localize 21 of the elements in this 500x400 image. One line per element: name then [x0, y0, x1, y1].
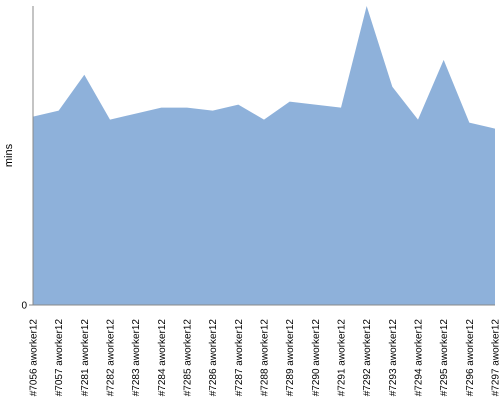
- x-tick-label: #7287 aworker12: [234, 318, 245, 396]
- x-tick-label: #7296 aworker12: [464, 318, 476, 396]
- x-tick-label: #7294 aworker12: [414, 318, 424, 396]
- x-tick-label: #7283 aworker12: [131, 318, 142, 396]
- x-tick-label: #7295 aworker12: [439, 318, 450, 396]
- x-tick-label: #7282 aworker12: [106, 318, 116, 396]
- x-tick-label: #7057 aworker12: [54, 318, 66, 396]
- x-tick-label: #7288 aworker12: [260, 318, 270, 396]
- x-tick-label: #7281 aworker12: [80, 318, 91, 396]
- y-axis-title: mins: [2, 143, 15, 168]
- x-tick-label: #7285 aworker12: [182, 318, 194, 396]
- x-tick-label: #7291 aworker12: [336, 318, 348, 396]
- x-tick-label: #7056 aworker12: [28, 318, 40, 396]
- x-tick-label: #7292 aworker12: [362, 318, 374, 396]
- x-tick-label: #7289 aworker12: [285, 318, 296, 396]
- text: 0: [21, 300, 28, 312]
- x-tick-label: #7297 aworker12: [490, 318, 500, 396]
- x-tick-label: #7286 aworker12: [208, 318, 220, 396]
- x-tick-label: #7284 aworker12: [156, 318, 168, 396]
- x-tick-label: #7290 aworker12: [310, 318, 322, 396]
- x-tick-label: #7293 aworker12: [388, 318, 399, 396]
